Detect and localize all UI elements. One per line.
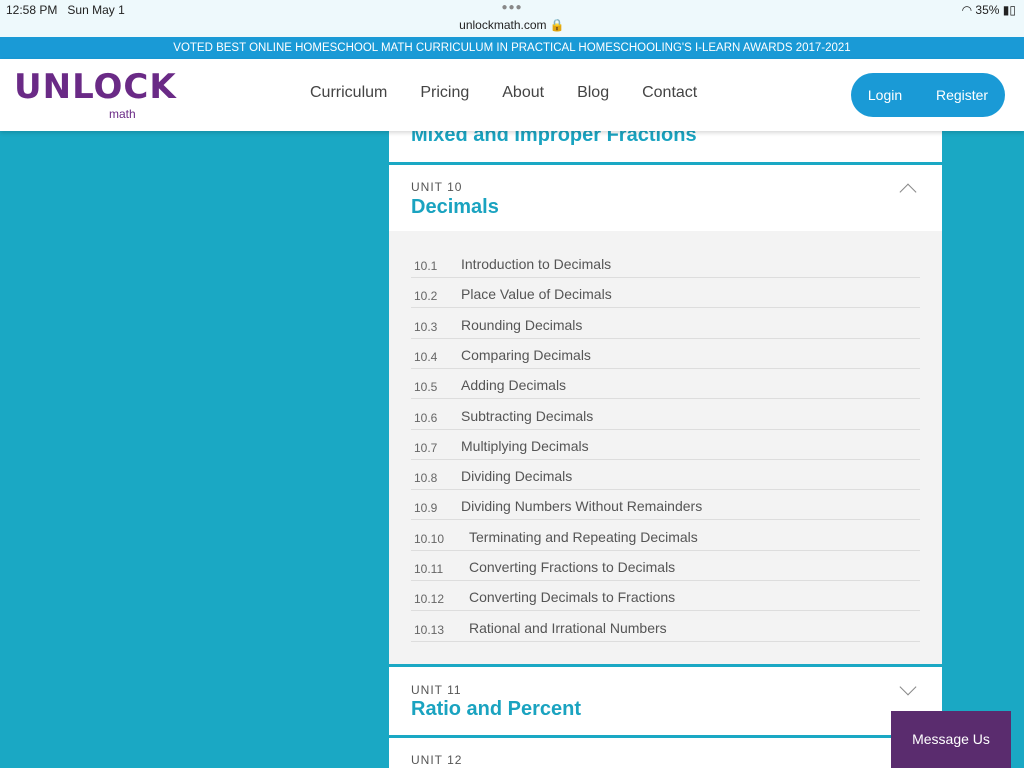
lesson-title: Converting Decimals to Fractions bbox=[469, 589, 676, 606]
battery-icon: ▮▯ bbox=[1002, 3, 1016, 17]
lesson-number: 10.4 bbox=[414, 349, 438, 364]
nav-blog[interactable]: Blog bbox=[577, 84, 610, 101]
lesson-item[interactable]: 10.9 Dividing Numbers Without Remainders bbox=[411, 490, 920, 521]
lesson-item[interactable]: 10.7 Multiplying Decimals bbox=[411, 430, 920, 460]
lesson-item[interactable]: 10.4 Comparing Decimals bbox=[411, 339, 920, 369]
lesson-title: Subtracting Decimals bbox=[461, 407, 594, 424]
lesson-number: 10.5 bbox=[414, 380, 438, 395]
nav-curriculum[interactable]: Curriculum bbox=[310, 84, 388, 101]
lesson-item[interactable]: 10.5 Adding Decimals bbox=[411, 369, 920, 400]
nav-about[interactable]: About bbox=[502, 84, 545, 101]
lesson-title: Introduction to Decimals bbox=[461, 256, 612, 272]
unit-11-header[interactable]: UNIT 11 Ratio and Percent bbox=[389, 667, 942, 735]
lesson-number: 10.9 bbox=[414, 501, 438, 516]
nav-pricing[interactable]: Pricing bbox=[420, 84, 470, 101]
unit-9-card[interactable]: Mixed and Improper Fractions bbox=[389, 130, 942, 162]
lesson-item[interactable]: 10.8 Dividing Decimals bbox=[411, 460, 920, 491]
message-us-button[interactable]: Message Us bbox=[891, 711, 1011, 768]
status-time: 12:58 PM Sun May 1 bbox=[6, 3, 125, 17]
logo[interactable]: UNLOCK math bbox=[14, 67, 177, 121]
lesson-title: Terminating and Repeating Decimals bbox=[469, 528, 698, 545]
lesson-title: Dividing Numbers Without Remainders bbox=[461, 498, 703, 515]
tab-dots-icon[interactable]: ●●● bbox=[501, 2, 523, 13]
lesson-title: Converting Fractions to Decimals bbox=[469, 559, 676, 575]
status-bar: 12:58 PM Sun May 1 ●●● unlockmath.com 🔒 … bbox=[0, 0, 1024, 37]
lesson-item[interactable]: 10.3 Rounding Decimals bbox=[411, 309, 920, 339]
site-header: UNLOCK math Curriculum Pricing About Blog… bbox=[0, 59, 1024, 131]
lesson-list: 10.1 Introduction to Decimals 10.2 Place Va… bbox=[389, 231, 942, 664]
lesson-item[interactable]: 10.6 Subtracting Decimals bbox=[411, 400, 920, 430]
lesson-number: 10.13 bbox=[414, 622, 445, 637]
lesson-title: Dividing Decimals bbox=[461, 468, 573, 485]
lesson-number: 10.12 bbox=[414, 592, 445, 607]
lesson-title: Rational and Irrational Numbers bbox=[469, 619, 667, 636]
lesson-item[interactable]: 10.2 Place Value of Decimals bbox=[411, 278, 920, 309]
unit-12-header[interactable]: UNIT 12 bbox=[389, 738, 942, 768]
lesson-title: Adding Decimals bbox=[461, 377, 567, 394]
lesson-item[interactable]: 10.13 Rational and Irrational Numbers bbox=[411, 612, 920, 642]
address-bar[interactable]: unlockmath.com 🔒 bbox=[459, 18, 565, 32]
lesson-number: 10.3 bbox=[414, 319, 438, 334]
lesson-item[interactable]: 10.10 Terminating and Repeating Decimals bbox=[411, 521, 920, 551]
lesson-title: Comparing Decimals bbox=[461, 346, 591, 363]
lesson-number: 10.6 bbox=[414, 410, 438, 425]
login-button[interactable]: Login bbox=[867, 87, 903, 103]
lesson-title: Rounding Decimals bbox=[461, 316, 583, 333]
lesson-item[interactable]: 10.12 Converting Decimals to Fractions bbox=[411, 581, 920, 612]
lesson-title: Place Value of Decimals bbox=[461, 286, 612, 303]
unit-10-header[interactable]: UNIT 10 Decimals bbox=[389, 165, 942, 231]
lesson-title: Multiplying Decimals bbox=[461, 437, 589, 454]
lesson-item[interactable]: 10.1 Introduction to Decimals bbox=[411, 248, 920, 278]
battery-status: ◠ 35% ▮▯ bbox=[961, 3, 1016, 17]
lesson-number: 10.8 bbox=[414, 471, 438, 486]
chevron-up-icon[interactable] bbox=[899, 183, 917, 201]
lesson-number: 10.10 bbox=[414, 531, 445, 546]
award-banner: VOTED BEST ONLINE HOMESCHOOL MATH CURRIC… bbox=[0, 37, 1024, 59]
nav-contact[interactable]: Contact bbox=[642, 84, 698, 101]
auth-buttons: Login Register bbox=[851, 73, 1005, 117]
lesson-number: 10.11 bbox=[414, 562, 444, 576]
register-button[interactable]: Register bbox=[935, 87, 989, 103]
chevron-down-icon[interactable] bbox=[899, 678, 917, 696]
lesson-item[interactable]: 10.11 Converting Fractions to Decimals bbox=[411, 551, 920, 581]
wifi-icon: ◠ bbox=[961, 3, 973, 17]
lesson-number: 10.1 bbox=[414, 259, 438, 273]
lesson-number: 10.7 bbox=[414, 440, 438, 455]
lesson-number: 10.2 bbox=[414, 289, 438, 304]
